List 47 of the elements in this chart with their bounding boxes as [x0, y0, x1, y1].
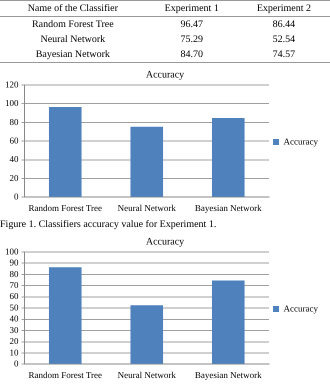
data-label: 86.44: [272, 18, 296, 32]
data-label: 52.54: [272, 33, 296, 47]
y-tick-label: 60: [10, 291, 19, 302]
bar: [48, 107, 82, 197]
chart-title: Accuracy: [146, 70, 184, 81]
x-tick-label: Random Forest Tree: [28, 370, 102, 380]
caption: Figure 1. Classifiers accuracy value for Experiment 1.: [0, 219, 218, 230]
category-label: Random Forest Tree: [31, 18, 115, 32]
data-label: 84.70: [180, 48, 204, 62]
x-tick-label: Neural Network: [118, 202, 176, 213]
y-tick-label: 10: [10, 347, 19, 358]
y-tick-label: 70: [10, 280, 19, 290]
bar: [130, 305, 164, 364]
legend-label: Accuracy: [284, 136, 318, 146]
y-tick-label: 100: [5, 246, 19, 256]
x-tick-label: Neural Network: [118, 370, 176, 380]
y-tick-label: 60: [10, 135, 19, 146]
x-tick-label: Random Forest Tree: [28, 202, 102, 213]
y-tick-label: 120: [5, 79, 19, 90]
bar: [212, 118, 245, 197]
data-label: 74.57: [272, 48, 296, 62]
y-tick-label: 20: [10, 172, 19, 183]
bar: [48, 267, 82, 364]
x-tick-label: Bayesian Network: [194, 370, 262, 380]
y-tick-label: 90: [10, 258, 19, 268]
x-tick-label: Bayesian Network: [194, 202, 262, 213]
category-label: Neural Network: [39, 33, 106, 47]
y-tick-label: 50: [10, 302, 19, 312]
y-tick-label: 80: [10, 116, 19, 127]
bar: [212, 280, 245, 364]
y-tick-label: 0: [14, 192, 19, 202]
y-tick-label: 30: [10, 324, 19, 335]
text: Name of the Classifier: [26, 2, 119, 16]
category-label: Bayesian Network: [34, 48, 111, 62]
y-tick-label: 0: [14, 358, 19, 369]
y-tick-label: 40: [10, 314, 19, 324]
text: Experiment 1: [164, 2, 220, 16]
text: Experiment 2: [256, 2, 312, 16]
legend-label: Accuracy: [284, 303, 318, 314]
bar: [130, 126, 164, 197]
chart-title: Accuracy: [146, 236, 184, 248]
y-tick-label: 20: [10, 336, 19, 346]
y-tick-label: 100: [5, 98, 19, 108]
y-tick-label: 40: [10, 154, 19, 164]
y-tick-label: 80: [10, 268, 19, 279]
data-label: 75.29: [180, 33, 204, 47]
data-label: 96.47: [180, 18, 204, 32]
